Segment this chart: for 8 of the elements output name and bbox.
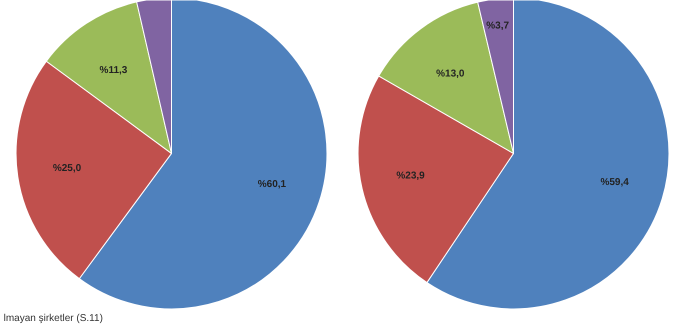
data-label: %60,1	[258, 178, 287, 190]
data-label: %11,3	[100, 65, 128, 76]
data-label: %13,0	[436, 68, 465, 80]
text: lmayan şirketler (S.11)	[4, 312, 103, 324]
data-label: %25,0	[52, 162, 82, 174]
data-label: %59,4	[600, 176, 630, 188]
data-label: %3,7	[486, 20, 510, 32]
data-label: %23,9	[396, 170, 426, 182]
